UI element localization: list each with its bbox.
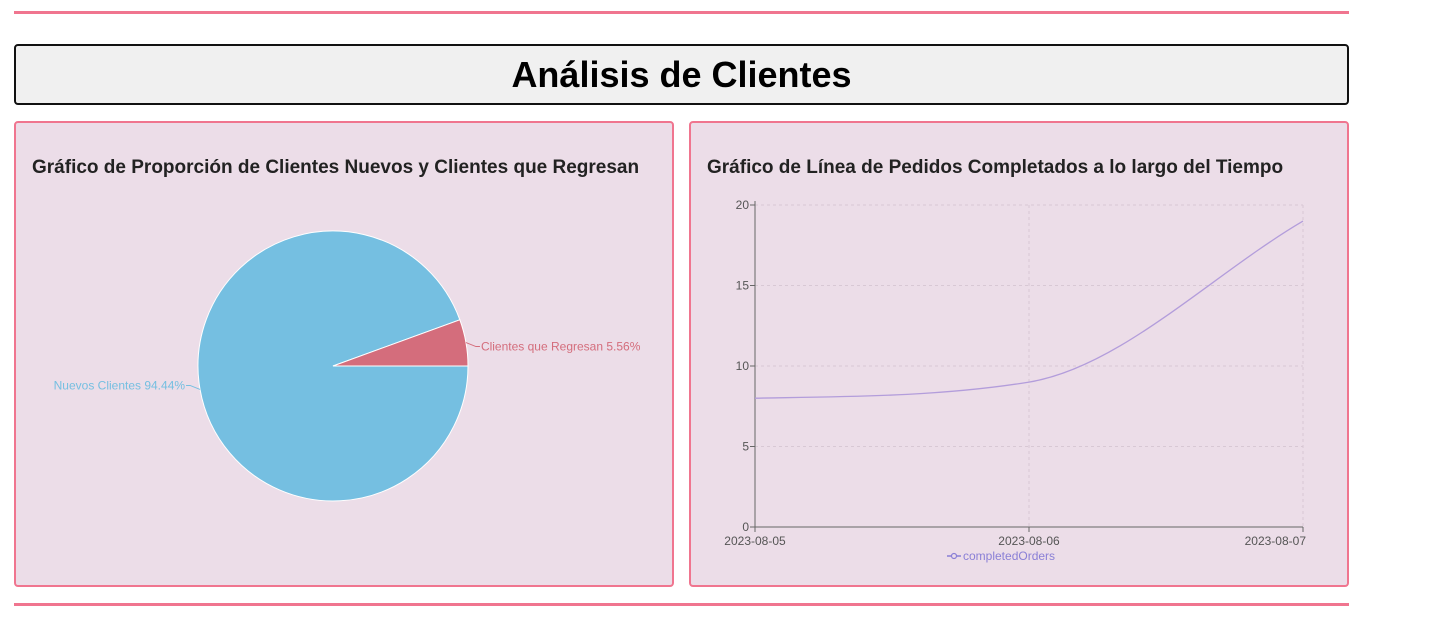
pie-label-returning-customers: Clientes que Regresan 5.56%: [481, 340, 641, 354]
line-chart-card: Gráfico de Línea de Pedidos Completados …: [689, 121, 1349, 587]
top-divider: [14, 11, 1349, 14]
pie-label-line: [186, 384, 201, 390]
bottom-divider: [14, 603, 1349, 606]
y-tick-label: 10: [736, 359, 750, 373]
x-tick-label: 2023-08-06: [998, 534, 1060, 548]
y-tick-label: 5: [742, 440, 749, 454]
line-chart: 0 5 10 15 20 2023-08-05 2023-08-06 2023-08-07 co…: [724, 198, 1307, 563]
page-title: Análisis de Clientes: [511, 53, 852, 95]
y-tick-label: 15: [736, 279, 750, 293]
line-chart-title: Gráfico de Línea de Pedidos Completados …: [707, 157, 1284, 178]
pie-label-new-customers: Nuevos Clientes 94.44%: [54, 378, 186, 392]
y-tick-label: 0: [742, 520, 749, 534]
legend-item-completed-orders[interactable]: completedOrders: [963, 549, 1055, 563]
pie-label-line: [465, 342, 480, 348]
pie-chart-card: Gráfico de Proporción de Clientes Nuevos…: [14, 121, 674, 587]
series-line-completed-orders[interactable]: [754, 220, 1304, 399]
y-tick-label: 20: [736, 198, 750, 212]
pie-chart: Nuevos Clientes 94.44% Clientes que Regre…: [54, 230, 641, 502]
pie-slice[interactable]: [332, 319, 469, 367]
x-tick-label: 2023-08-07: [1245, 534, 1307, 548]
legend-marker-icon: [950, 552, 958, 560]
pie-chart-title: Gráfico de Proporción de Clientes Nuevos…: [32, 157, 640, 178]
x-tick-label: 2023-08-05: [724, 534, 786, 548]
page-header: Análisis de Clientes: [14, 44, 1349, 105]
